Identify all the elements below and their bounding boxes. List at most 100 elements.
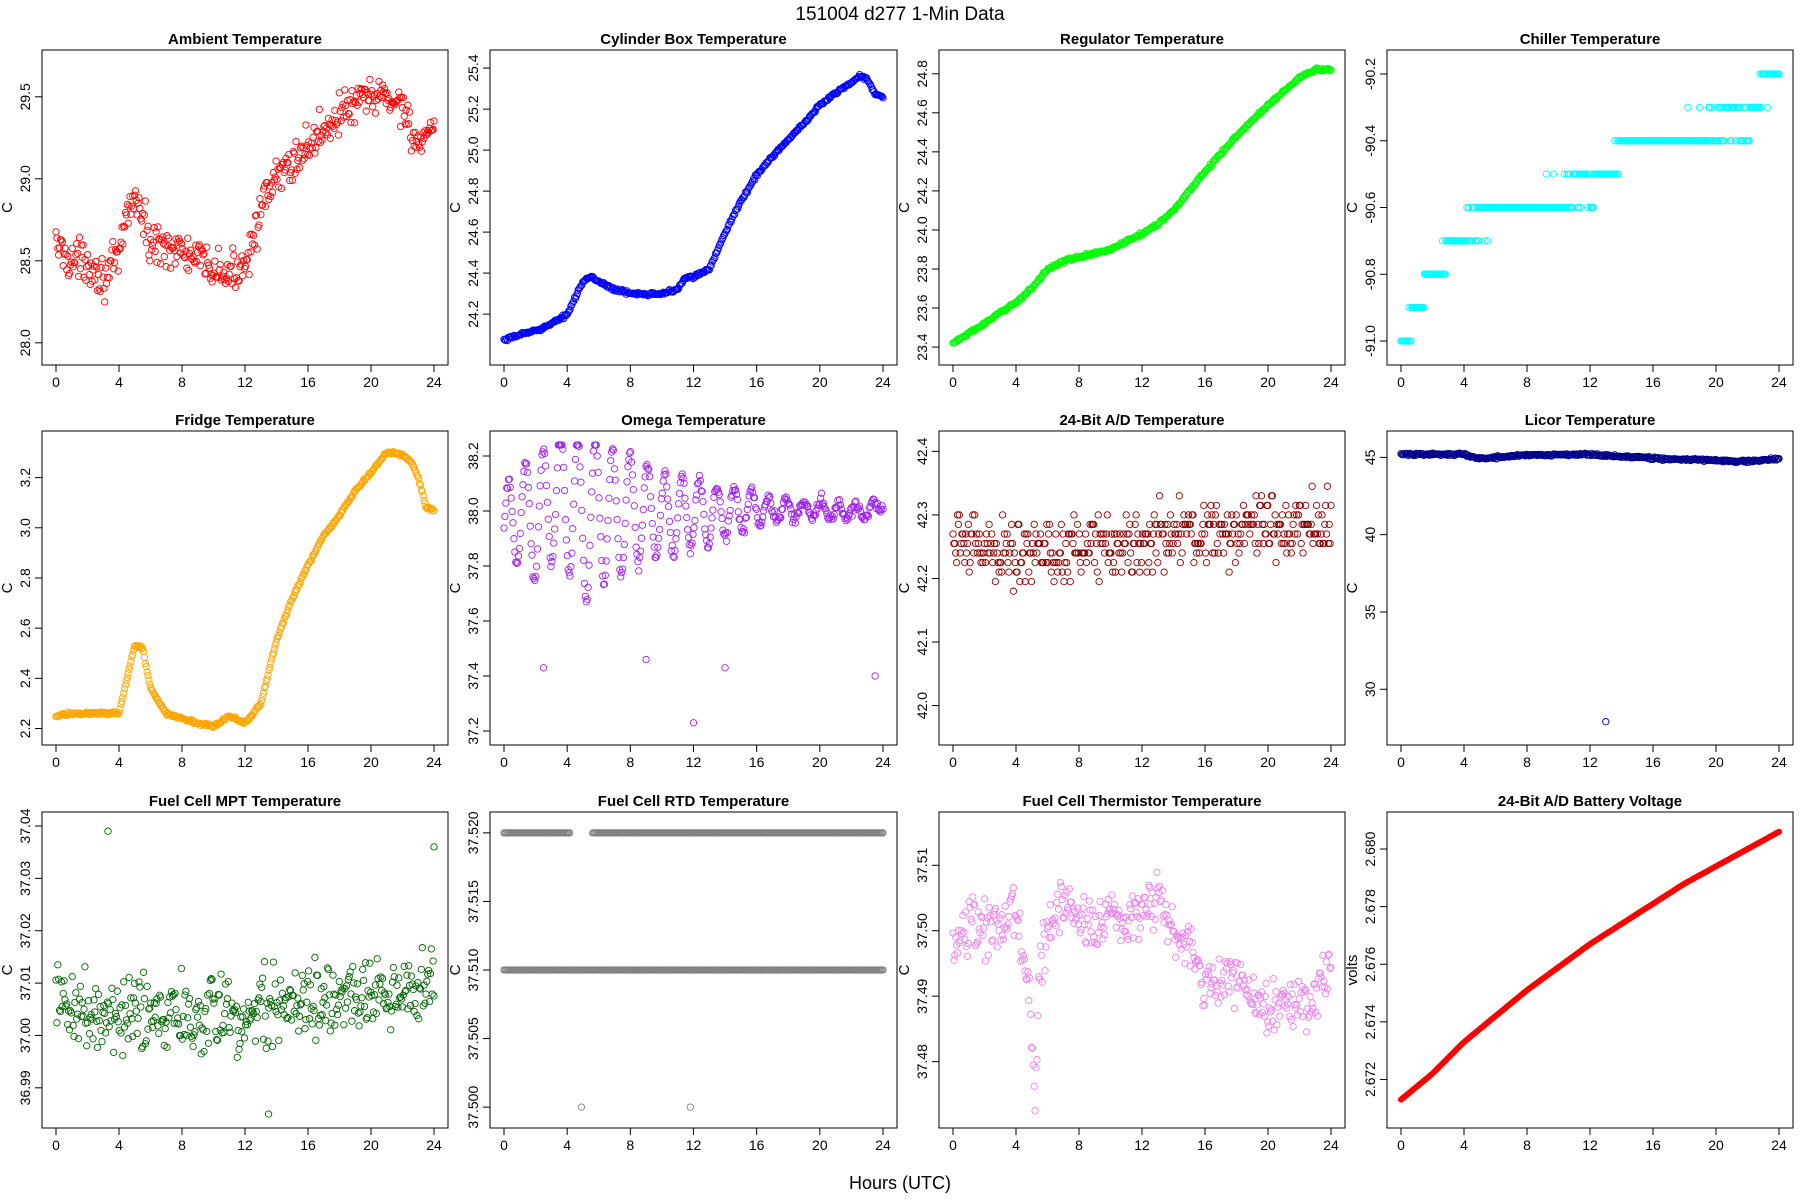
data-point [1684, 103, 1692, 112]
data-point [1695, 103, 1704, 112]
data-point [118, 697, 126, 706]
data-point [417, 147, 426, 155]
data-point [1323, 482, 1332, 490]
y-axis-label: C [0, 202, 16, 213]
data-point [607, 456, 615, 465]
data-point [94, 270, 103, 279]
data-point [141, 660, 149, 668]
data-point [426, 118, 435, 127]
data-point [588, 488, 596, 496]
data-point [343, 998, 352, 1006]
x-axis: 0 4 8 12 16 20 24 [949, 1127, 1339, 1153]
data-point [133, 211, 141, 219]
data-point [362, 107, 370, 115]
data-point [374, 95, 382, 103]
data-point [69, 263, 77, 271]
data-point [97, 263, 105, 272]
y-tick-label: 24.4 [914, 138, 930, 165]
data-point [1010, 931, 1018, 940]
data-point [91, 276, 99, 284]
data-point [291, 169, 299, 177]
data-point [400, 112, 408, 120]
data-point [80, 1005, 88, 1013]
data-point [1589, 203, 1597, 212]
data-point [366, 959, 374, 967]
data-point [508, 507, 516, 516]
data-point [734, 202, 742, 211]
data-point [566, 306, 574, 314]
data-point [116, 705, 124, 713]
data-point [656, 511, 665, 520]
data-point [699, 497, 707, 506]
data-point [1005, 568, 1013, 576]
data-point [389, 963, 398, 972]
data-point [109, 237, 117, 246]
data-point [122, 677, 131, 685]
data-point [970, 549, 978, 557]
data-point [711, 253, 719, 262]
plot-frame [938, 811, 1346, 1129]
data-point [300, 570, 308, 578]
data-point [109, 995, 117, 1004]
y-axis-label: C [896, 964, 913, 975]
x-tick-label: 0 [52, 754, 60, 770]
data-point [253, 245, 261, 253]
data-point [189, 252, 197, 261]
data-point [586, 273, 594, 282]
series-licor [1397, 449, 1783, 726]
data-point [956, 936, 964, 945]
data-point [1136, 568, 1144, 576]
data-point [199, 251, 207, 259]
data-point [135, 194, 143, 202]
data-point [68, 972, 76, 981]
data-point [295, 1027, 303, 1035]
y-tick-label: 25.4 [465, 54, 481, 81]
data-point [1576, 203, 1585, 212]
data-point [238, 252, 246, 260]
plot-frame [489, 430, 898, 746]
y-tick-label: 23.4 [914, 333, 930, 360]
data-point [348, 1017, 356, 1025]
data-point [104, 827, 112, 835]
data-point [596, 514, 604, 522]
data-point [578, 506, 586, 515]
data-point [700, 510, 708, 519]
y-tick-label: 28.0 [17, 329, 33, 356]
y-tick-label: 40 [1362, 527, 1378, 543]
data-point [1714, 103, 1722, 112]
data-point [514, 552, 523, 560]
data-point [405, 108, 414, 116]
x-tick-label: 4 [1012, 374, 1020, 390]
data-point [1127, 549, 1135, 557]
data-point [954, 520, 963, 529]
data-point [402, 106, 410, 114]
data-point [270, 645, 278, 653]
data-point [1104, 895, 1112, 904]
data-point [98, 1037, 106, 1046]
x-axis: 0 4 8 12 16 20 24 [949, 744, 1339, 770]
x-tick-label: 20 [363, 1137, 379, 1153]
data-point [1176, 558, 1184, 567]
data-point [120, 685, 129, 693]
data-point [120, 689, 128, 697]
data-point [1275, 91, 1284, 99]
data-point [1077, 568, 1085, 576]
x-tick-label: 8 [626, 374, 634, 390]
data-point [295, 164, 304, 172]
series-fcthermistor [949, 868, 1335, 1115]
panel-title: Fuel Cell MPT Temperature [149, 793, 341, 810]
y-tick-label: -90.6 [1362, 191, 1378, 223]
data-point [613, 515, 621, 524]
data-point [314, 137, 323, 145]
data-point [203, 720, 211, 729]
data-point [71, 998, 79, 1007]
data-point [345, 110, 353, 118]
data-point [119, 1051, 127, 1060]
data-point [1090, 558, 1099, 567]
data-point [74, 249, 82, 258]
data-point [663, 483, 671, 491]
data-point [640, 484, 648, 492]
